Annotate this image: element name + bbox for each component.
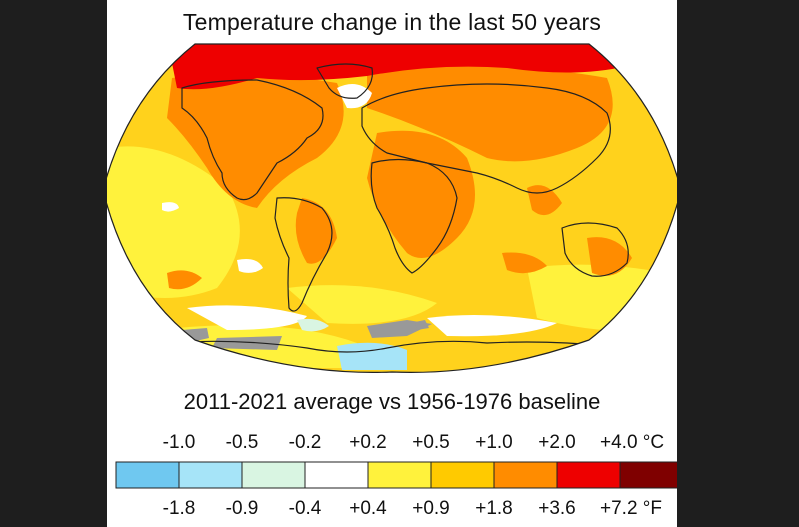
legend-swatch: [178, 461, 243, 489]
fahrenheit-tick-label: +3.6: [538, 498, 576, 519]
legend-swatch: [430, 461, 495, 489]
warm-zone: [167, 270, 202, 290]
greenland-coast: [316, 63, 374, 99]
no-data-zone: [415, 320, 429, 330]
neutral-zone: [187, 305, 307, 330]
mild-zone: [287, 285, 437, 324]
map-subtitle: 2011-2021 average vs 1956-1976 baseline: [183, 389, 601, 414]
neutral-zone: [337, 84, 372, 109]
hot-zone: [167, 44, 627, 90]
warm-zone: [367, 130, 475, 258]
fahrenheit-tick-label: +1.8: [475, 498, 513, 519]
warm-zone: [367, 65, 613, 162]
celsius-tick-label: +2.0: [538, 432, 576, 453]
globe-outline: [107, 43, 677, 373]
australia-coast: [561, 222, 629, 277]
fahrenheit-tick-label: -0.4: [289, 498, 322, 519]
celsius-tick-label: -0.2: [289, 432, 322, 453]
neutral-zone: [237, 259, 263, 273]
neutral-zone: [427, 314, 557, 337]
legend-swatch: [556, 461, 621, 489]
legend-swatch: [367, 461, 432, 489]
warm-zone: [587, 237, 632, 276]
world-map: [107, 43, 677, 373]
legend-swatch: [304, 461, 369, 489]
celsius-tick-label: +0.5: [412, 432, 450, 453]
fahrenheit-tick-label: +7.2 °F: [600, 498, 662, 519]
warm-zone: [167, 74, 344, 208]
fahrenheit-tick-label: +0.4: [349, 498, 387, 519]
warm-zone: [502, 252, 547, 274]
legend-swatch: [241, 461, 306, 489]
antarctica-coast: [166, 340, 628, 369]
legend-swatch: [493, 461, 558, 489]
legend-swatch: [115, 461, 180, 489]
north-america-coast: [181, 79, 324, 201]
fahrenheit-tick-label: -0.9: [226, 498, 259, 519]
cool-zone: [297, 318, 329, 332]
celsius-tick-label: -1.0: [163, 432, 196, 453]
no-data-zone: [212, 336, 282, 350]
south-america-coast: [274, 197, 333, 312]
neutral-zone: [162, 202, 179, 212]
europe-asia-coast: [361, 83, 611, 194]
figure-frame: Temperature change in the last 50 years: [107, 0, 677, 527]
celsius-tick-label: +4.0 °C: [600, 432, 664, 453]
cold-zone: [337, 342, 407, 370]
legend-swatch: [619, 461, 677, 489]
celsius-tick-label: +0.2: [349, 432, 387, 453]
celsius-tick-label: -0.5: [226, 432, 259, 453]
fahrenheit-tick-label: -1.8: [163, 498, 196, 519]
africa-coast: [370, 158, 458, 274]
map-title: Temperature change in the last 50 years: [182, 9, 602, 35]
mild-zone: [107, 146, 240, 298]
celsius-tick-label: +1.0: [475, 432, 513, 453]
fahrenheit-tick-label: +0.9: [412, 498, 450, 519]
color-legend: -1.0 -0.5 -0.2 +0.2 +0.5 +1.0 +2.0 +4.0 °C -1.8…: [115, 432, 677, 519]
